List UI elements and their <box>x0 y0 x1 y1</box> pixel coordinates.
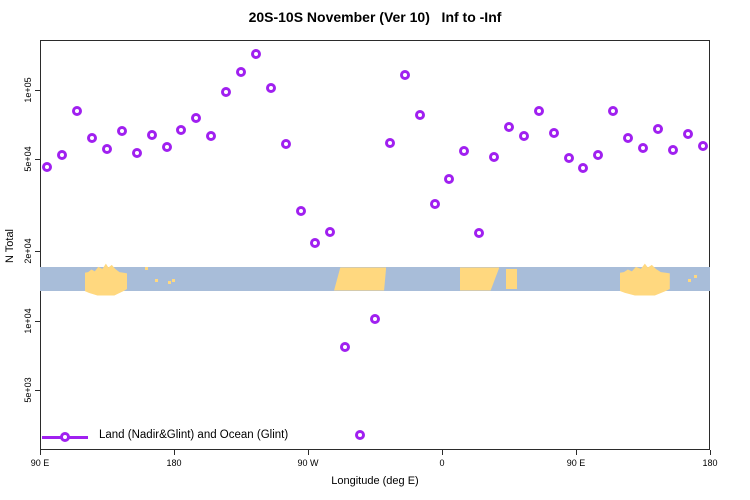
data-point <box>355 430 366 441</box>
data-point <box>682 129 693 140</box>
map-strip-island-melanesia-islands <box>167 281 171 285</box>
data-point <box>131 148 142 159</box>
x-tick-label: 90 E <box>566 458 586 468</box>
y-tick-label: 1e+05 <box>23 77 33 103</box>
data-point <box>459 145 470 156</box>
data-point <box>340 342 351 353</box>
data-point <box>518 130 529 141</box>
data-point <box>72 105 83 116</box>
data-point <box>652 124 663 135</box>
data-point <box>116 126 127 136</box>
x-tick-label: 90 E <box>30 458 50 468</box>
data-point <box>176 125 187 136</box>
data-point <box>325 227 336 238</box>
x-tick <box>576 450 577 455</box>
map-strip-island-melanesia-islands-repeat <box>687 279 691 283</box>
data-point <box>578 162 589 173</box>
data-point <box>414 110 425 120</box>
data-point <box>697 140 708 151</box>
data-point <box>444 174 455 185</box>
y-tick <box>35 251 40 253</box>
data-point <box>623 133 634 144</box>
map-strip-land-africa <box>459 267 500 291</box>
data-point <box>295 205 306 216</box>
data-point <box>191 113 202 123</box>
x-tick-label: 90 W <box>297 458 319 468</box>
data-point <box>280 139 291 150</box>
map-strip-land-madagascar <box>506 269 518 289</box>
y-tick-label: 1e+04 <box>23 307 33 334</box>
data-point <box>42 161 53 172</box>
data-point <box>236 66 246 77</box>
plot-area <box>40 40 710 450</box>
map-strip-island-melanesia-islands <box>144 267 148 271</box>
map-strip-land-south-america <box>334 267 387 291</box>
legend-label: Land (Nadir&Glint) and Ocean (Glint) <box>99 429 289 441</box>
legend-marker-icon <box>60 432 70 442</box>
data-point <box>250 49 261 60</box>
data-point <box>548 127 559 138</box>
y-tick <box>35 90 40 91</box>
data-point <box>608 105 619 116</box>
data-point <box>87 133 98 144</box>
data-point <box>57 150 68 161</box>
map-strip-island-melanesia-islands <box>154 279 158 283</box>
x-tick-label: 180 <box>702 458 718 468</box>
y-tick-label: 5e+04 <box>23 146 33 173</box>
data-point <box>593 150 604 161</box>
data-point <box>384 138 395 148</box>
data-point <box>489 152 500 163</box>
y-tick <box>35 159 40 161</box>
data-point <box>102 143 112 154</box>
data-point <box>563 153 574 164</box>
x-tick <box>442 450 443 455</box>
data-point <box>146 130 157 140</box>
data-point <box>221 87 232 98</box>
data-point <box>206 130 217 141</box>
data-point <box>399 70 410 81</box>
x-tick-label: 180 <box>166 458 182 468</box>
x-tick <box>710 450 711 455</box>
data-point <box>310 238 321 248</box>
y-tick <box>35 390 40 392</box>
data-point <box>429 199 440 210</box>
x-tick-label: 0 <box>439 458 445 468</box>
y-tick-label: 2e+04 <box>23 238 33 264</box>
data-point <box>265 83 276 94</box>
x-tick <box>308 450 309 455</box>
data-point <box>474 227 485 238</box>
map-strip-island-melanesia-islands <box>171 279 175 283</box>
map-strip-island-melanesia-islands-repeat <box>693 275 697 279</box>
data-point <box>161 142 172 152</box>
data-point <box>667 145 678 156</box>
data-point <box>370 313 380 324</box>
chart-title: 20S-10S November (Ver 10) Inf to -Inf <box>248 9 502 25</box>
data-point <box>533 105 544 116</box>
y-tick-label: 5e+03 <box>23 377 33 403</box>
data-point <box>504 122 514 133</box>
y-tick <box>35 320 40 322</box>
x-axis-label: Longitude (deg E) <box>331 475 419 487</box>
x-tick <box>40 450 41 455</box>
data-point <box>638 143 648 154</box>
x-tick <box>174 450 175 455</box>
y-axis-label: N Total <box>4 228 16 264</box>
